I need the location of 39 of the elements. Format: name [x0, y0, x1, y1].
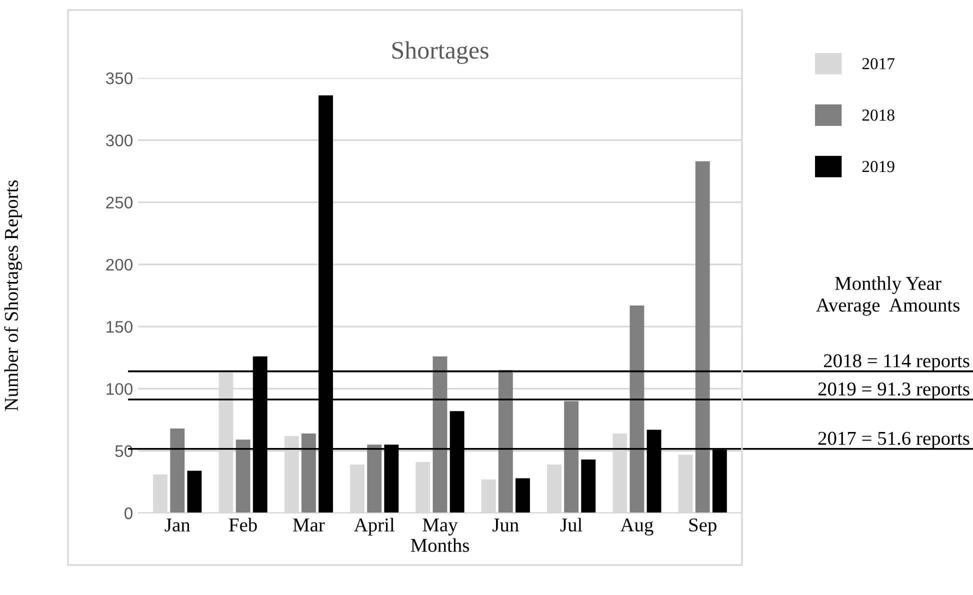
bar	[564, 401, 579, 513]
x-tick-label: Jan	[164, 518, 190, 532]
y-tick-label: 0	[124, 507, 132, 520]
bar	[516, 478, 530, 513]
y-tick-label: 50	[115, 445, 132, 458]
ref-line-label: 2019 = 91.3 reports	[818, 382, 970, 400]
x-tick-label: May	[422, 518, 458, 536]
bar	[187, 470, 202, 513]
text: Monthly Year Average Amounts	[816, 276, 960, 316]
y-tick-label: 200	[106, 258, 132, 271]
legend-label: 2019	[862, 160, 894, 172]
y-tick-label: 150	[106, 320, 132, 333]
ref-line-label: 2018 = 114 reports	[824, 354, 970, 372]
y-tick-label: 100	[106, 383, 132, 395]
y-tick-label: 250	[106, 196, 132, 208]
bar	[498, 370, 513, 513]
x-tick-label: Jun	[492, 518, 519, 532]
bar	[432, 356, 448, 513]
bar	[170, 428, 185, 513]
x-axis-title: Months	[410, 538, 470, 552]
bar	[236, 440, 250, 513]
bar	[630, 305, 644, 513]
x-tick-label: April	[354, 518, 394, 536]
chart-title: Shortages	[392, 41, 488, 64]
x-tick-label: Sep	[689, 518, 716, 536]
bar	[367, 444, 382, 513]
legend-label: 2017	[862, 58, 895, 70]
x-tick-label: Aug	[620, 518, 654, 536]
y-tick-label: 350	[106, 72, 132, 84]
bar	[301, 433, 316, 513]
x-tick-label: Mar	[293, 518, 325, 532]
x-tick-label: Jul	[560, 518, 582, 532]
ref-line-label: 2017 = 51.6 reports	[818, 432, 970, 449]
bar	[695, 161, 710, 513]
bar	[581, 460, 596, 513]
x-tick-label: Feb	[229, 518, 257, 532]
y-tick-label: 300	[106, 134, 132, 146]
legend-label: 2018	[862, 110, 894, 121]
y-axis-title: Number of Shortages Reports	[4, 180, 22, 411]
